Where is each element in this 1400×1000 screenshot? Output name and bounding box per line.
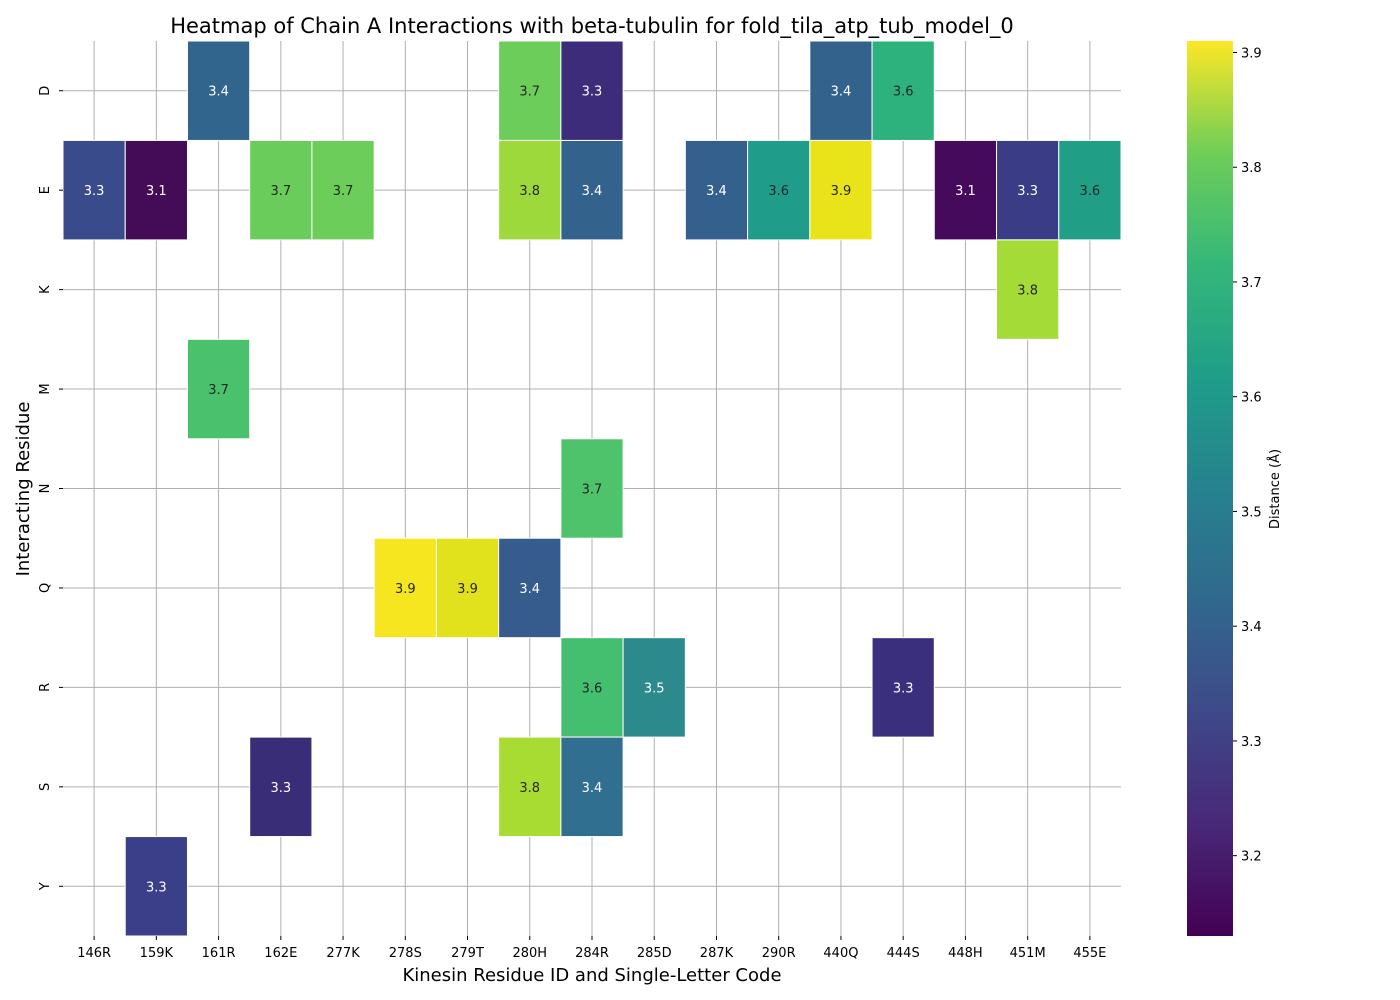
heatmap-cell [498, 537, 562, 639]
heatmap-cell [311, 139, 375, 241]
heatmap-cell [560, 438, 624, 539]
x-tick-label: 455E [1073, 946, 1106, 961]
colorbar-tick-label: 3.8 [1241, 161, 1262, 176]
cell-value-label: 3.7 [333, 184, 354, 199]
x-tick-label: 451M [1010, 946, 1046, 961]
heatmap-cell [249, 139, 313, 241]
y-tick-label: K [38, 285, 53, 294]
x-tick-label: 285D [637, 946, 672, 961]
heatmap-cell [186, 40, 251, 141]
cell-value-label: 3.1 [955, 184, 976, 199]
cell-value-label: 3.3 [582, 85, 603, 100]
cell-value-label: 3.4 [706, 184, 727, 199]
colorbar-label: Distance (Å) [1267, 449, 1283, 529]
y-tick-label: M [38, 383, 53, 394]
heatmap-cell [498, 40, 562, 141]
cell-value-label: 3.3 [270, 781, 291, 796]
colorbar-tick-label: 3.2 [1241, 850, 1262, 865]
cell-value-label: 3.9 [457, 582, 478, 597]
heatmap-cell [809, 139, 873, 241]
cell-value-label: 3.9 [831, 184, 852, 199]
heatmap-cell [560, 736, 624, 838]
x-tick-label: 161R [202, 946, 236, 961]
x-tick-label: 287K [700, 946, 734, 961]
colorbar-tick-label: 3.6 [1241, 391, 1262, 406]
cell-value-label: 3.6 [1080, 184, 1101, 199]
cell-value-label: 3.7 [270, 184, 291, 199]
cell-value-label: 3.7 [519, 85, 540, 100]
x-tick-labels: 146R 159K 161R 162E 277K 278S 279T 280H 284R 285D… [77, 936, 1106, 961]
cell-value-label: 3.6 [768, 184, 789, 199]
cell-value-label: 3.9 [395, 582, 416, 597]
heatmap-cell [435, 537, 500, 639]
cell-value-label: 3.6 [893, 85, 914, 100]
colorbar-ticks: 3.2 3.3 3.4 3.5 3.6 3.7 3.8 3.9 [1233, 46, 1262, 865]
x-tick-label: 146R [77, 946, 111, 961]
y-tick-label: N [38, 484, 53, 494]
cell-value-label: 3.7 [208, 383, 229, 398]
colorbar-tick-label: 3.4 [1241, 620, 1262, 635]
chart-title: Heatmap of Chain A Interactions with bet… [170, 14, 1014, 39]
heatmap-cell [560, 40, 624, 141]
cell-value-label: 3.5 [644, 681, 665, 696]
heatmap-cell [747, 139, 811, 241]
heatmap-cell [871, 40, 935, 141]
y-tick-label: Q [38, 583, 53, 593]
y-tick-label: E [38, 186, 53, 194]
cell-value-label: 3.4 [582, 781, 603, 796]
heatmap-cell [62, 139, 126, 241]
y-tick-label: R [38, 683, 53, 692]
cell-value-label: 3.3 [1017, 184, 1038, 199]
x-tick-label: 284R [575, 946, 609, 961]
colorbar-tick-label: 3.5 [1241, 505, 1262, 520]
heatmap-cell [622, 637, 686, 738]
heatmap-cell [809, 40, 873, 141]
cell-value-label: 3.4 [582, 184, 603, 199]
x-tick-label: 277K [326, 946, 360, 961]
colorbar [1187, 41, 1233, 936]
cell-value-label: 3.1 [146, 184, 167, 199]
heatmap-cell [996, 239, 1060, 340]
y-tick-labels: D E K M N Q R S Y [38, 86, 63, 891]
x-tick-label: 162E [264, 946, 297, 961]
heatmap-cell [124, 836, 188, 937]
x-tick-label: 290R [762, 946, 796, 961]
cell-value-label: 3.8 [519, 781, 540, 796]
cell-value-label: 3.7 [582, 483, 603, 498]
heatmap-cell [1058, 139, 1122, 241]
x-tick-label: 444S [887, 946, 920, 961]
heatmap-cell [249, 736, 313, 838]
colorbar-tick-label: 3.9 [1241, 46, 1262, 61]
x-tick-label: 280H [512, 946, 547, 961]
colorbar-tick-label: 3.7 [1241, 276, 1262, 291]
cell-value-label: 3.8 [1017, 284, 1038, 299]
heatmap-cell [498, 736, 562, 838]
x-tick-label: 159K [140, 946, 174, 961]
colorbar-tick-label: 3.3 [1241, 735, 1262, 750]
cell-value-label: 3.6 [582, 681, 603, 696]
heatmap-cell [186, 338, 251, 440]
x-tick-label: 448H [948, 946, 983, 961]
heatmap-cells: 3.4 3.7 3.3 3.4 3.6 3.3 3.1 3.7 3.7 3.8 3.4 3.4 3.6 3… [62, 40, 1122, 937]
cell-value-label: 3.4 [831, 85, 852, 100]
x-tick-label: 278S [389, 946, 422, 961]
y-tick-label: Y [38, 882, 53, 891]
x-tick-label: 279T [451, 946, 484, 961]
cell-value-label: 3.3 [893, 681, 914, 696]
y-tick-label: D [38, 86, 53, 96]
y-tick-label: S [38, 783, 53, 791]
x-tick-label: 440Q [823, 946, 858, 961]
heatmap-cell [124, 139, 188, 241]
heatmap-cell [871, 637, 935, 738]
cell-value-label: 3.4 [519, 582, 540, 597]
cell-value-label: 3.3 [84, 184, 105, 199]
heatmap-cell [560, 139, 624, 241]
x-axis-title: Kinesin Residue ID and Single-Letter Cod… [402, 965, 781, 986]
cell-value-label: 3.8 [519, 184, 540, 199]
heatmap-cell [684, 139, 749, 241]
cell-value-label: 3.4 [208, 85, 229, 100]
cell-value-label: 3.3 [146, 880, 167, 895]
y-axis-title: Interacting Residue [13, 402, 34, 577]
